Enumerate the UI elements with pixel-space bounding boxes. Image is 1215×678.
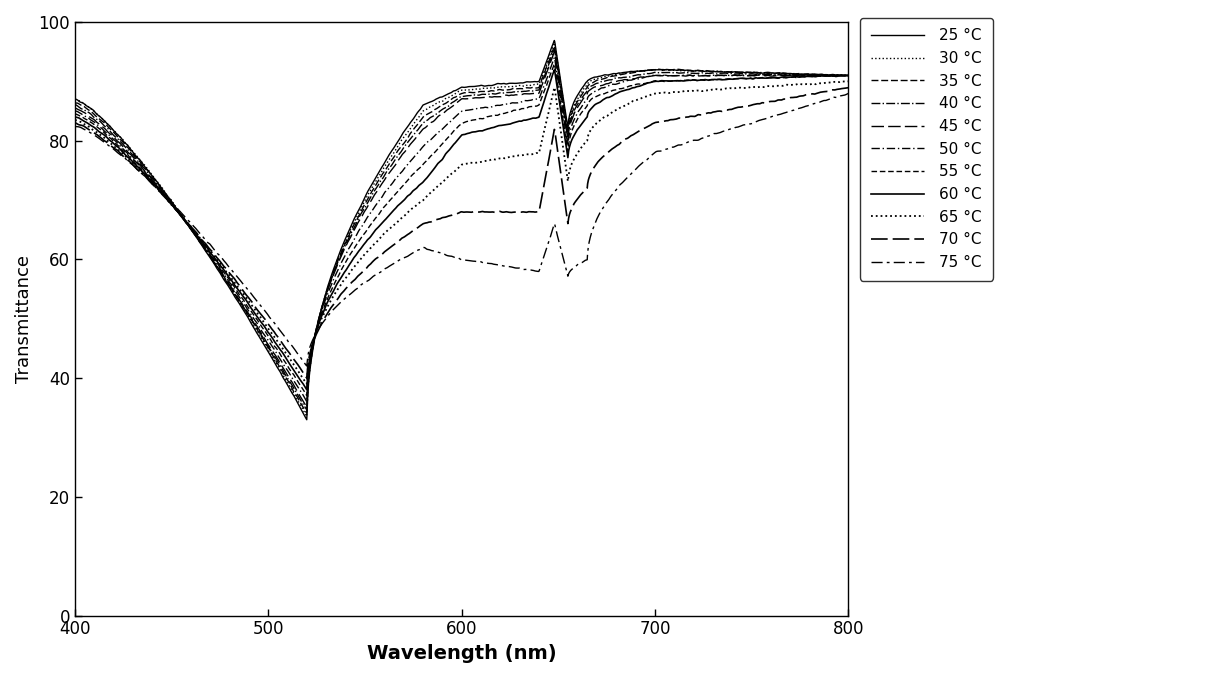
Legend: 25 °C, 30 °C, 35 °C, 40 °C, 45 °C, 50 °C, 55 °C, 60 °C, 65 °C, 70 °C, 75 °C: 25 °C, 30 °C, 35 °C, 40 °C, 45 °C, 50 °C… xyxy=(860,18,993,281)
Y-axis label: Transmittance: Transmittance xyxy=(15,255,33,383)
X-axis label: Wavelength (nm): Wavelength (nm) xyxy=(367,644,556,663)
